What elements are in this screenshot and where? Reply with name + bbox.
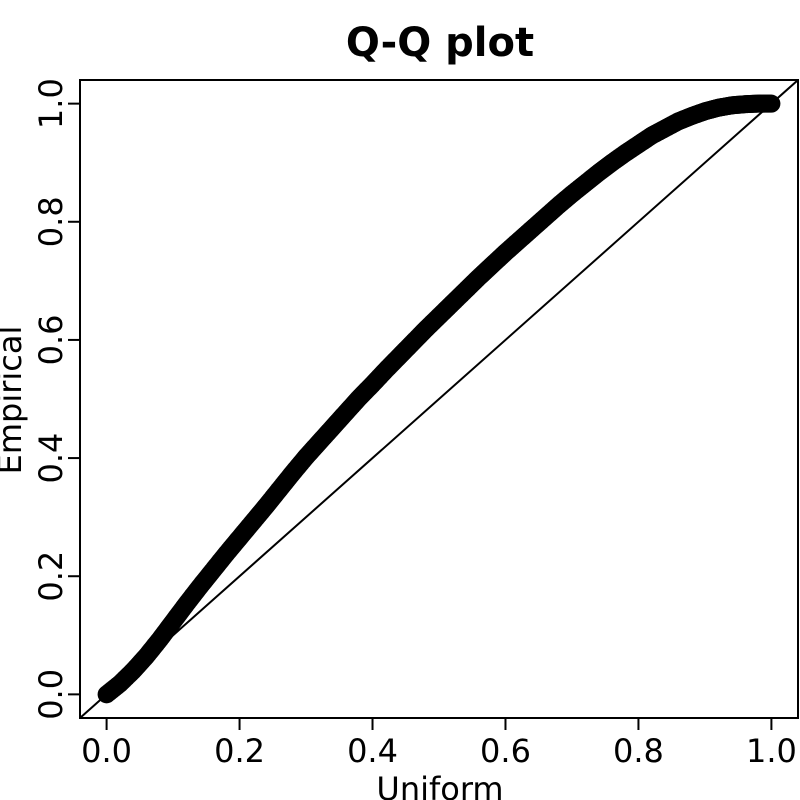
y-tick-label: 1.0 — [32, 78, 70, 129]
y-tick-label: 0.2 — [32, 551, 70, 602]
y-tick-label: 0.8 — [32, 196, 70, 247]
y-tick-label: 0.0 — [32, 669, 70, 720]
plot-frame — [79, 79, 799, 719]
x-tick-label: 0.6 — [480, 732, 531, 770]
y-tick-label: 0.6 — [32, 314, 70, 365]
reference-line — [80, 80, 798, 718]
x-tick-label: 0.8 — [613, 732, 664, 770]
x-tick-label: 0.0 — [81, 732, 132, 770]
y-tick-label: 0.4 — [32, 433, 70, 484]
x-tick-label: 1.0 — [746, 732, 797, 770]
axes: 0.0 0.2 0.4 0.6 0.8 1.0 0.0 0.2 0.4 0.6 0.8 1.0 — [32, 78, 799, 770]
x-tick-label: 0.2 — [214, 732, 265, 770]
x-tick-label: 0.4 — [347, 732, 398, 770]
chart-title: Q-Q plot — [346, 20, 534, 66]
plot-inner — [80, 80, 798, 718]
x-axis-label: Uniform — [376, 770, 503, 800]
y-axis-label: Empirical — [0, 326, 29, 475]
plot-area — [80, 80, 798, 718]
data-point — [762, 94, 781, 113]
